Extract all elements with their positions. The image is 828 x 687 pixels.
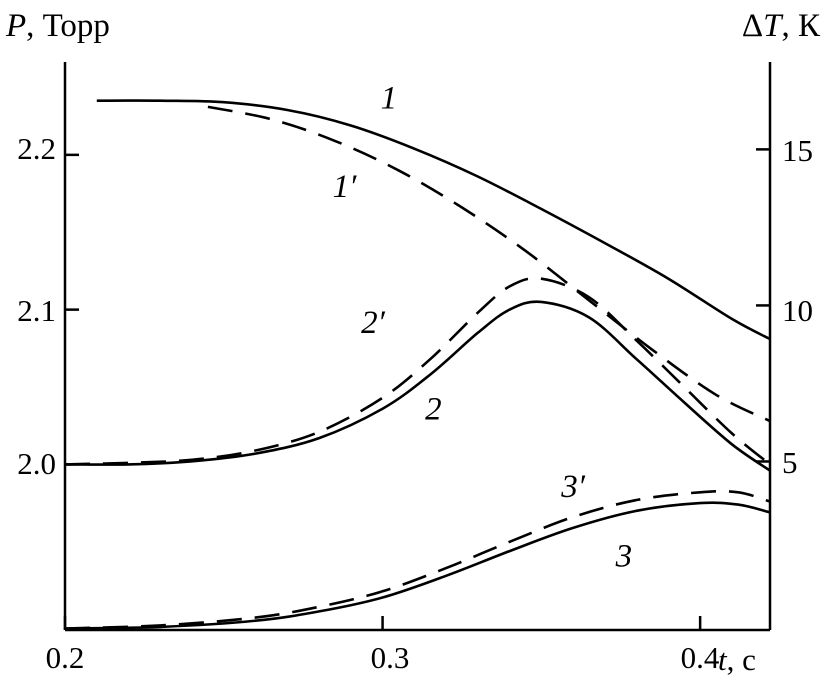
- curve-label-2p: 2′: [361, 305, 386, 341]
- x-axis-variable: t: [718, 642, 727, 677]
- right-tick-label-5: 5: [782, 445, 798, 480]
- x-tick-label-0-3: 0.3: [370, 640, 410, 675]
- right-axis-variable: T: [763, 8, 782, 44]
- curve-label-3p: 3′: [560, 469, 586, 505]
- x-tick-label-0-2: 0.2: [45, 640, 85, 675]
- curve-label-1: 1: [381, 81, 398, 117]
- curve-1p: [207, 105, 771, 423]
- right-axis-unit: , К: [781, 8, 820, 44]
- curve-label-2: 2: [425, 392, 442, 428]
- x-axis-unit: , с: [726, 642, 756, 677]
- x-tick-label-0-4: 0.4: [680, 640, 720, 675]
- curve-3: [64, 501, 771, 630]
- right-axis-title: ΔT, К: [742, 8, 820, 45]
- left-tick-label-2-0: 2.0: [17, 446, 56, 481]
- x-axis-title: t, с: [718, 642, 756, 678]
- curve-3p: [64, 489, 771, 630]
- right-tick-label-10: 10: [782, 293, 813, 328]
- right-axis-delta: Δ: [741, 8, 764, 44]
- curve-label-1p: 1′: [333, 169, 358, 205]
- curve-2: [64, 300, 771, 472]
- left-axis-title: P, Торр: [6, 8, 110, 45]
- left-tick-label-2-1: 2.1: [17, 293, 56, 328]
- left-axis-variable: P: [6, 8, 27, 44]
- left-axis-unit: , Торр: [26, 8, 110, 44]
- left-tick-label-2-2: 2.2: [17, 131, 56, 166]
- curve-label-3: 3: [615, 539, 633, 575]
- curve-1: [96, 99, 771, 341]
- curve-2p: [64, 276, 771, 466]
- right-tick-label-15: 15: [782, 133, 813, 168]
